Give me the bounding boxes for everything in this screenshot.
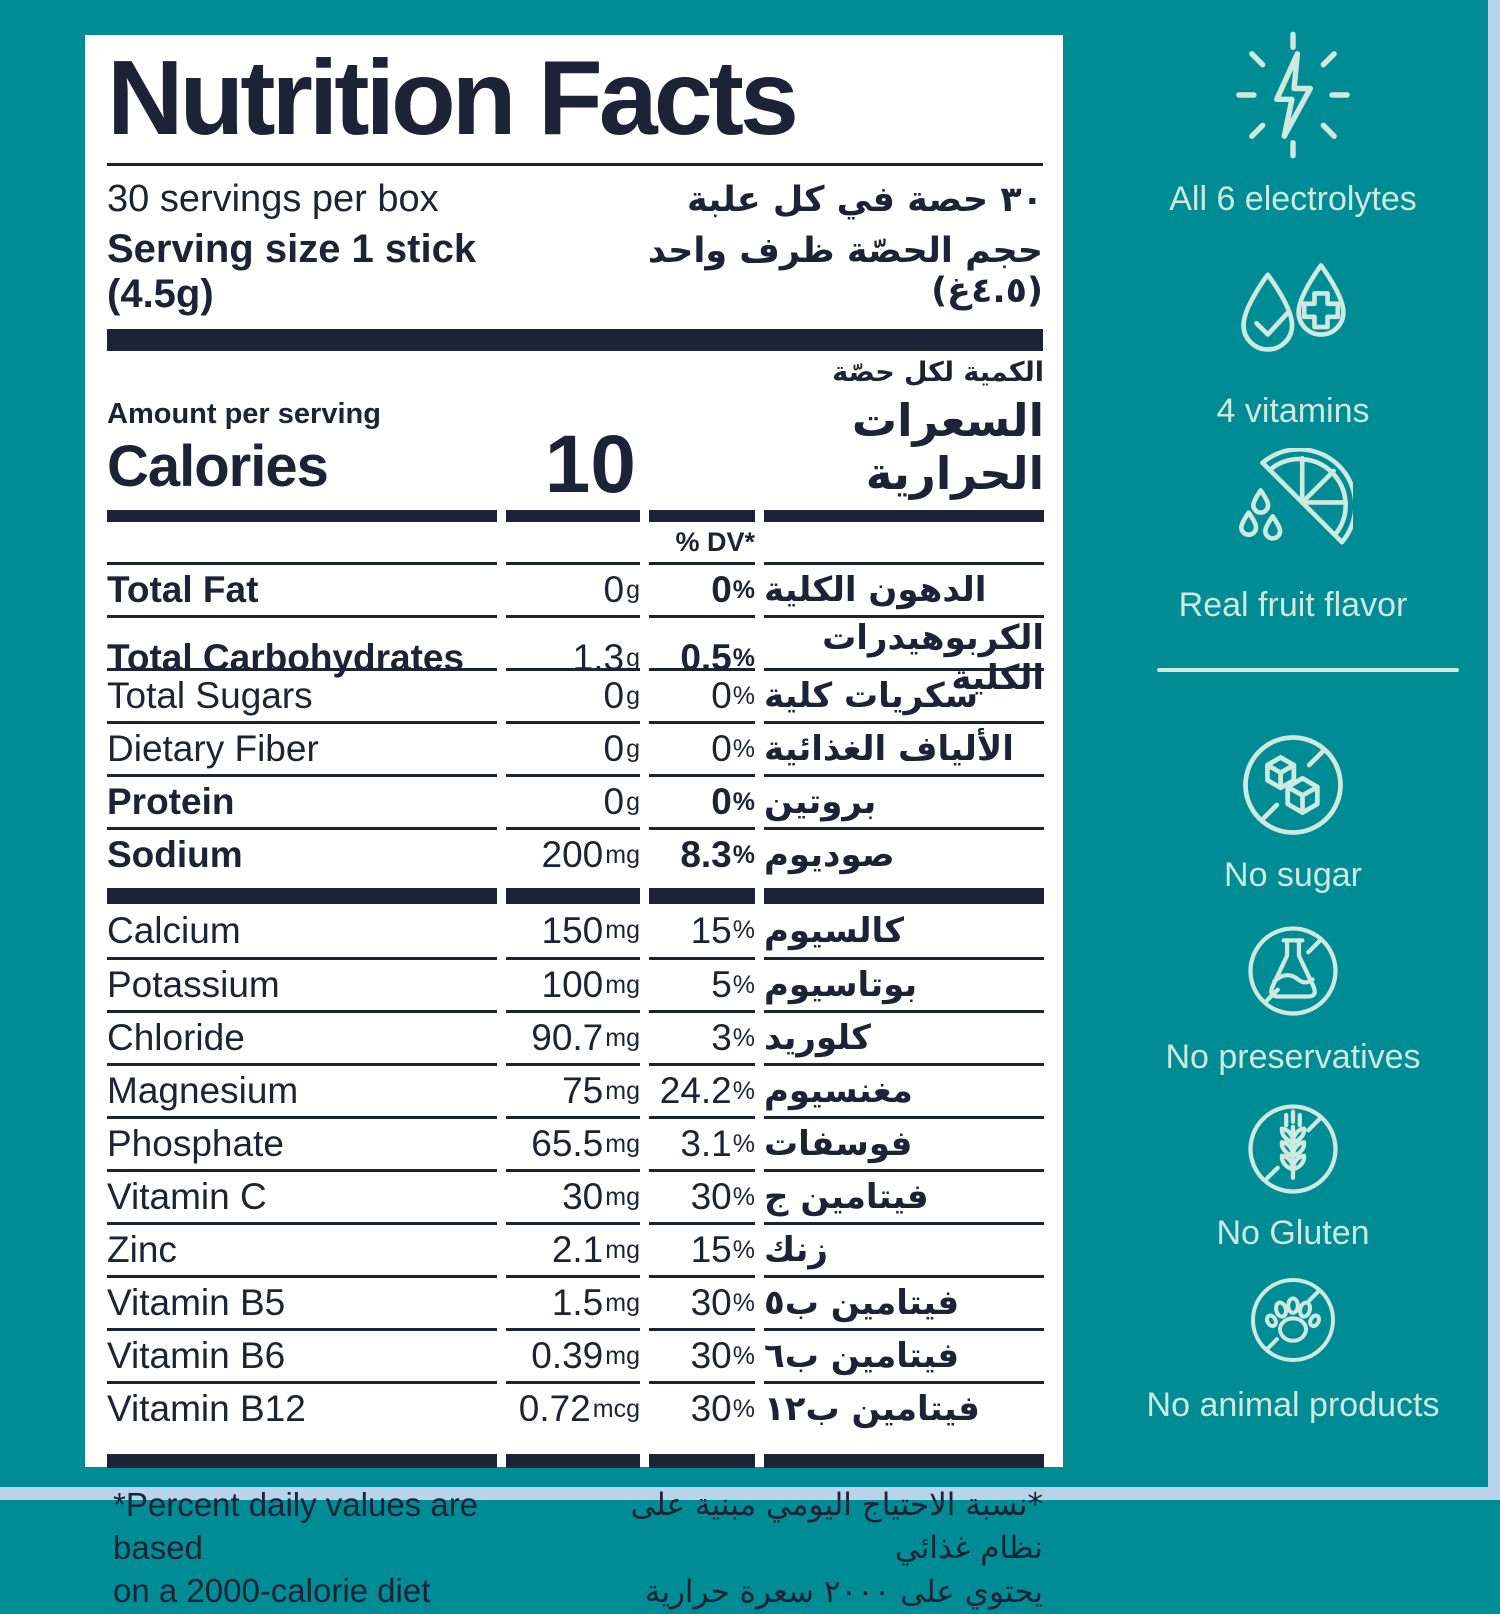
nutrient-row-vitamin-b12: Vitamin B12 0.72 mcg 30% فيتامين ب١٢ — [107, 1381, 1044, 1434]
lightning-bolt-icon — [1236, 31, 1350, 159]
badge-column: All 6 electrolytes 4 vitamins R — [1093, 0, 1493, 1500]
dv-header: % DV* — [675, 526, 755, 557]
amount-per-serving-ar: الكمية لكل حصّة — [832, 357, 1044, 388]
photo-edge-bottom — [0, 1487, 1500, 1500]
serving-size-line: Serving size 1 stick (4.5g) حجم الحصّة ظ… — [107, 223, 1043, 319]
no-sugar-icon — [1243, 735, 1343, 835]
serving-size-ar: حجم الحصّة ظرف واحد (٤.٥غ) — [647, 231, 1043, 311]
badge-label: All 6 electrolytes — [1169, 180, 1417, 218]
badge-fruit-flavor: Real fruit flavor — [1093, 448, 1493, 625]
nutrient-row-potassium: Potassium 100 mg 5% بوتاسيوم — [107, 957, 1044, 1010]
segmented-bar-footer — [107, 1454, 1044, 1468]
calories-ar: السعرات الحرارية — [851, 394, 1044, 500]
servings-en: 30 servings per box — [107, 178, 439, 220]
nutrient-row-vitamin-b6: Vitamin B6 0.39 mg 30% فيتامين ب٦ — [107, 1328, 1044, 1381]
calories-en: Calories — [107, 434, 329, 499]
nutrient-row-zinc: Zinc 2.1 mg 15% زنك — [107, 1222, 1044, 1275]
nutrient-row-chloride: Chloride 90.7 mg 3% كلوريد — [107, 1010, 1044, 1063]
nutrient-row-calcium: Calcium 150 mg 15% كالسيوم — [107, 909, 905, 951]
badge-no-animal-products: No animal products — [1093, 1272, 1493, 1425]
badge-label: No Gluten — [1216, 1214, 1370, 1252]
nutrient-row-vitamin-b5: Vitamin B5 1.5 mg 30% فيتامين ب٥ — [107, 1275, 1044, 1328]
segmented-bar-sodium — [107, 880, 1044, 904]
badge-label: No sugar — [1224, 856, 1362, 894]
nutrient-row-sodium: Sodium 200 mg 8.3% صوديوم — [107, 827, 1044, 880]
nutrient-row-vitamin-c: Vitamin C 30 mg 30% فيتامين ج — [107, 1169, 1044, 1222]
badge-electrolytes: All 6 electrolytes — [1093, 30, 1493, 219]
badge-label: Real fruit flavor — [1178, 586, 1408, 624]
footnote: *Percent daily values are based on a 200… — [107, 1484, 1043, 1614]
no-flask-icon — [1248, 926, 1338, 1016]
badge-no-gluten: No Gluten — [1093, 1098, 1493, 1253]
badge-no-preservatives: No preservatives — [1093, 920, 1493, 1077]
photo-edge-right — [1488, 0, 1500, 1500]
no-paw-icon — [1251, 1278, 1335, 1362]
citrus-slice-icon — [1239, 448, 1353, 545]
badge-no-sugar: No sugar — [1093, 728, 1493, 895]
footnote-ar: *نسبة الاحتياج اليومي مبنية على نظام غذا… — [630, 1487, 1043, 1610]
nutrient-row-total-carbohydrates: Total Carbohydrates 1.3 g 0.5% الكربوهيدر… — [107, 615, 1044, 698]
no-wheat-icon — [1248, 1104, 1338, 1194]
calories-value: 10 — [544, 419, 636, 511]
badge-vitamins: 4 vitamins — [1093, 258, 1493, 431]
title-rule — [107, 163, 1043, 166]
badge-label: 4 vitamins — [1216, 392, 1370, 430]
calories-ar-block: الكمية لكل حصّة السعرات الحرارية — [764, 357, 1044, 500]
servings-ar: ٣٠ حصة في كل علبة — [686, 180, 1043, 220]
droplet-check-plus-icon — [1241, 263, 1346, 352]
amount-per-serving-en: Amount per serving — [107, 398, 381, 430]
badge-label: No animal products — [1146, 1386, 1440, 1424]
calories-section: Amount per serving Calories 10 الكمية لك… — [107, 351, 1044, 511]
thick-divider-bar — [107, 329, 1043, 351]
servings-line: 30 servings per box ٣٠ حصة في كل علبة — [107, 176, 1043, 223]
nutrition-facts-card: Nutrition Facts 30 servings per box ٣٠ ح… — [85, 35, 1063, 1610]
nutrient-row-magnesium: Magnesium 75 mg 24.2% مغنسيوم — [107, 1063, 1044, 1116]
nutrient-row-phosphate: Phosphate 65.5 mg 3.1% فوسفات — [107, 1116, 1044, 1169]
serving-size-en: Serving size 1 stick (4.5g) — [107, 227, 477, 316]
calories-en-block: Amount per serving Calories — [107, 398, 497, 500]
dv-header-row: % DV* — [107, 522, 1043, 562]
footnote-en: *Percent daily values are based on a 200… — [113, 1486, 479, 1609]
badge-label: No preservatives — [1165, 1038, 1421, 1076]
badge-group-divider — [1157, 668, 1459, 672]
segmented-bar-calories — [107, 510, 1044, 522]
nutrition-facts-title: Nutrition Facts — [107, 39, 799, 157]
